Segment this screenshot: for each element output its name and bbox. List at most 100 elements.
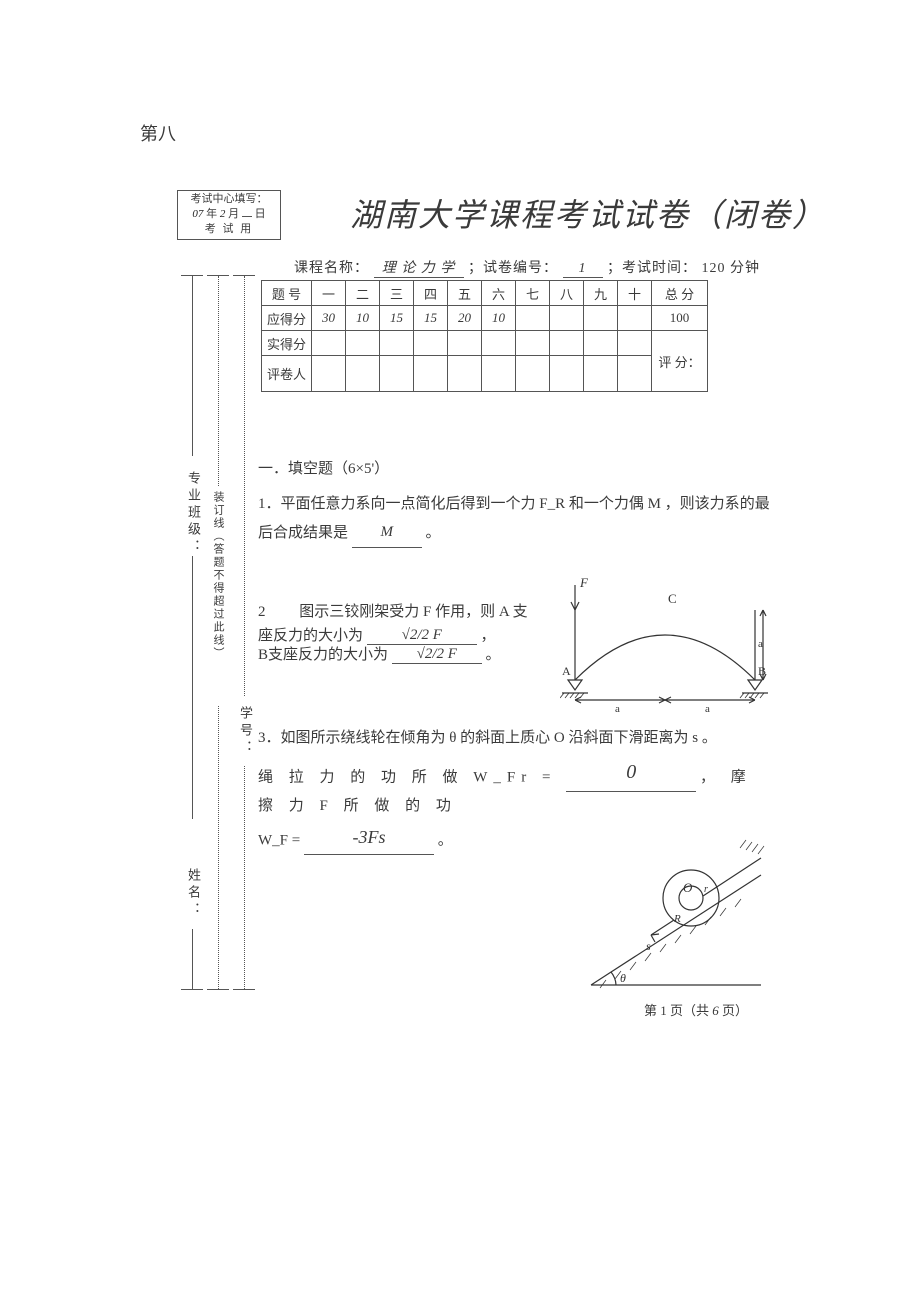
rail-name-label: 姓名： [184,868,203,919]
rail-id-label: 学号： [236,706,255,757]
score-table: 题 号 一 二 三 四 五 六 七 八 九 十 总 分 应得分 30 10 15… [261,280,708,392]
stamp-line1: 考试中心填写： [178,192,280,206]
stamp-month-label: 月 [228,208,239,220]
q3-line3b: 。 [438,833,453,849]
table-total: 100 [652,306,708,331]
stamp-year-hw: 07 [192,208,203,220]
label-side: a [758,638,763,650]
question-1: 1．平面任意力系向一点简化后得到一个力 F_R 和一个力偶 M ，则该力系的最后… [258,490,772,548]
table-cell [346,356,380,392]
q2-line3a: B支座反力的大小为 [258,647,388,663]
table-cell [584,306,618,331]
q3-answer1: 0 [566,753,696,792]
exam-title: 湖南大学课程考试试卷（闭卷） [350,190,826,236]
table-cell [584,331,618,356]
paper-label: ；试卷编号： [468,261,558,276]
label-a1: a [615,703,620,715]
footer-pre: 第 1 页（共 [644,1003,712,1018]
table-cell [414,356,448,392]
table-cell [448,356,482,392]
q2-answer-a: √2/2 F [367,626,477,645]
table-cell: 15 [380,306,414,331]
q3-line2a: 绳 拉 力 的 功 所 做 W_Fr = [258,769,566,785]
paper-no: 1 [563,261,603,278]
table-cell: 10 [482,306,516,331]
q2-line3b: 。 [486,647,501,663]
exam-subtitle: 课程名称： 理 论 力 学 ；试卷编号： 1 ；考试时间： 120 分钟 [294,257,760,278]
label-R: R [673,913,681,925]
table-cell: 三 [380,281,414,306]
q2-diagram: F C A B a a a [560,575,770,715]
rail-column-id: 学号： [233,275,255,990]
course-name: 理 论 力 学 [374,257,464,278]
table-cell: 二 [346,281,380,306]
table-row: 评卷人 [262,356,708,392]
page-marker: 第八 [140,120,176,146]
table-cell [516,331,550,356]
label-b: B [758,664,766,678]
table-cell [312,331,346,356]
label-c: C [668,591,677,606]
binding-margin: 专业班级： 姓名： 装订线（答题不得超过此线） 学号： [181,275,255,990]
table-cell: 九 [584,281,618,306]
table-cell [482,356,516,392]
table-cell: 一 [312,281,346,306]
rail-column-name: 专业班级： 姓名： [181,275,203,990]
q3-line1: 3．如图所示绕线轮在倾角为 θ 的斜面上质心 O 沿斜面下滑距离为 s 。 [258,724,772,753]
table-cell [312,356,346,392]
q3-line3a: W_F = [258,833,304,849]
exam-time: 120 分钟 [702,261,761,276]
table-cell: 七 [516,281,550,306]
table-cell: 10 [346,306,380,331]
label-a2: a [705,703,710,715]
exam-center-stamp: 考试中心填写： 07 年 2 月 日 考 试 用 [177,190,281,240]
footer-post: 页） [722,1003,748,1018]
table-total: 评 分： [652,331,708,392]
q2-line2a: 座反力的大小为 [258,628,363,644]
label-f: F [579,575,589,590]
label-s: s [646,939,651,953]
time-label: ；考试时间： [607,261,697,276]
q2-line1: 2 图示三铰刚架受力 F 作用，则 A 支 [258,598,558,627]
table-cell: 五 [448,281,482,306]
table-cell [346,331,380,356]
label-a: A [562,664,571,678]
q2-line2b: ， [481,628,496,644]
table-cell [482,331,516,356]
table-row: 题 号 一 二 三 四 五 六 七 八 九 十 总 分 [262,281,708,306]
table-cell: 15 [414,306,448,331]
table-cell: 八 [550,281,584,306]
rail-binding-label: 装订线（答题不得超过此线） [210,491,226,660]
table-total: 总 分 [652,281,708,306]
table-cell [380,356,414,392]
table-cell: 30 [312,306,346,331]
q2-answer-b: √2/2 F [392,645,482,664]
stamp-day-label: 日 [255,208,266,220]
footer-num: 6 [712,1003,719,1018]
row-header: 题 号 [262,281,312,306]
section-header: 一．填空题（6×5'） [258,455,772,484]
stamp-line3: 考 试 用 [178,222,280,236]
label-r: r [704,884,708,895]
q1-answer: M [352,518,422,548]
table-cell [618,356,652,392]
table-cell [516,306,550,331]
table-cell: 十 [618,281,652,306]
q3-answer2: -3Fs [304,820,434,855]
table-cell [414,331,448,356]
stamp-month-hw: 2 [220,208,226,220]
label-o: O [683,880,693,895]
table-cell [516,356,550,392]
stamp-year-label: 年 [206,208,217,220]
table-cell [380,331,414,356]
table-cell [618,306,652,331]
rail-class-label: 专业班级： [184,471,203,556]
table-row: 实得分 评 分： [262,331,708,356]
row-header: 评卷人 [262,356,312,392]
stamp-line2: 07 年 2 月 日 [178,207,280,221]
q1-end: 。 [426,525,441,541]
table-cell [550,356,584,392]
rail-column-binding: 装订线（答题不得超过此线） [207,275,229,990]
row-header: 实得分 [262,331,312,356]
q3-diagram: O s R r θ [586,820,766,995]
